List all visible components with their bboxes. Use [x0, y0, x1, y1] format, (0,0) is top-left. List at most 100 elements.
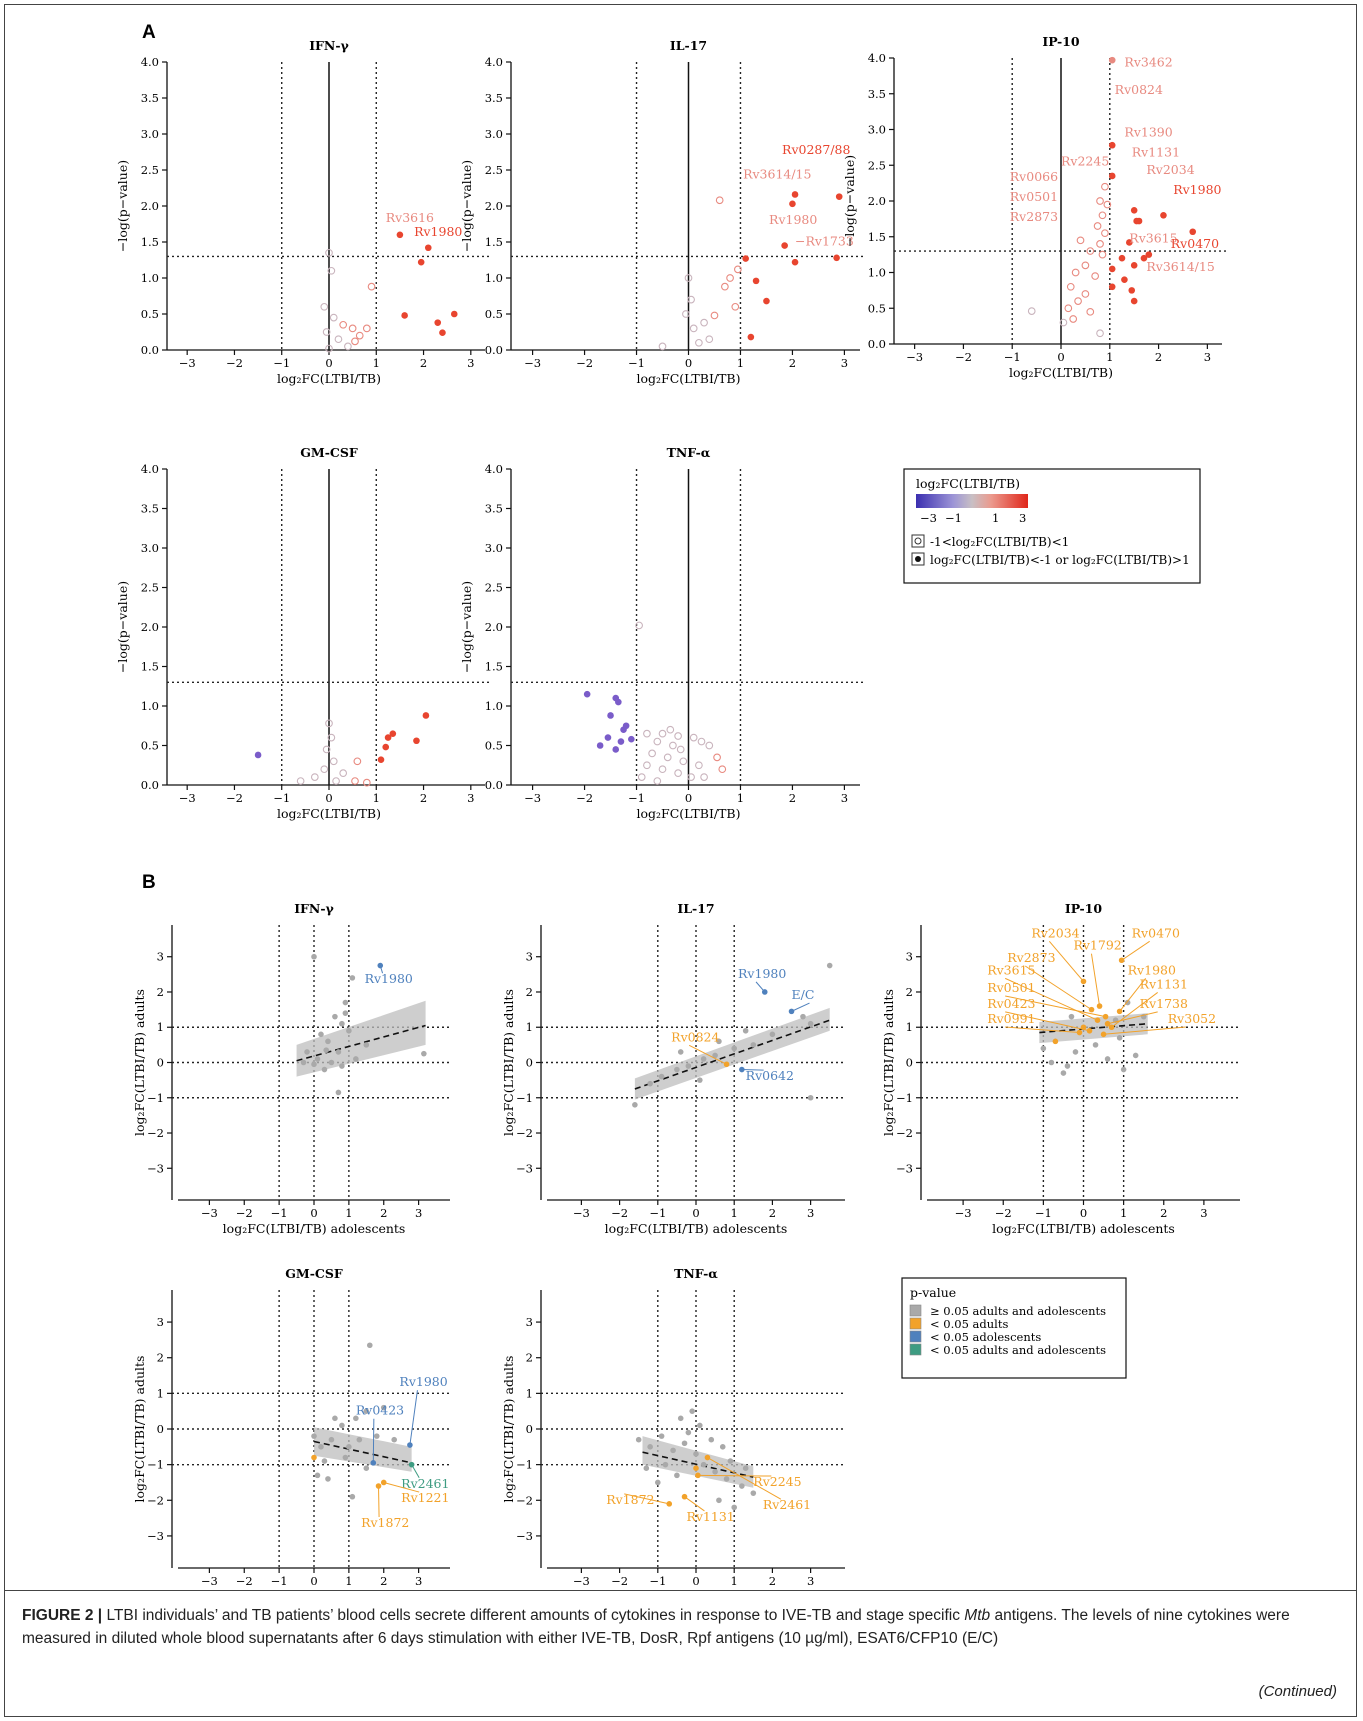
y-axis-label: log₂FC(LTBI/TB) adults: [501, 1356, 516, 1503]
data-point: [366, 1342, 373, 1349]
x-tick-label: 2: [1160, 1206, 1167, 1220]
data-point: [351, 777, 359, 785]
data-point: [401, 312, 408, 319]
y-tick-label: 3: [157, 950, 164, 964]
data-point: [1130, 206, 1138, 214]
data-point: [700, 1461, 707, 1468]
chart-title: IL-17: [670, 38, 707, 53]
data-point: [396, 231, 404, 239]
point-label: Rv2873: [1010, 209, 1058, 224]
data-point: [731, 1045, 738, 1052]
data-point: [742, 255, 749, 262]
y-tick-label: 0.0: [141, 343, 159, 357]
colorbar: [916, 494, 1028, 508]
data-point: [715, 196, 724, 205]
y-axis-label: −log(p−value): [459, 160, 474, 252]
x-tick-label: −1: [1035, 1206, 1052, 1220]
x-tick-label: 1: [1120, 1206, 1127, 1220]
caption-italic: Mtb: [964, 1607, 991, 1624]
point-label: Rv1131: [1140, 976, 1188, 991]
data-point: [1108, 283, 1116, 291]
point-label: Rv1221: [401, 1490, 449, 1505]
data-point: [335, 1049, 342, 1055]
y-tick-label: 2.0: [485, 199, 503, 213]
data-point: [708, 1436, 715, 1443]
data-point: [318, 1031, 324, 1038]
data-point: [1140, 254, 1148, 262]
x-tick-label: 2: [420, 791, 427, 805]
data-point: [1074, 297, 1082, 305]
data-point: [612, 746, 620, 753]
point-label: Rv0470: [1171, 236, 1219, 251]
legend-b-label: < 0.05 adults and adolescents: [930, 1343, 1106, 1357]
panel-label-b: B: [142, 872, 156, 893]
data-point: [726, 274, 734, 282]
x-tick-label: 3: [1200, 1206, 1207, 1220]
y-axis-label: −log(p−value): [842, 155, 857, 247]
x-tick-label: −3: [524, 791, 541, 805]
point-label: Rv2034: [1031, 925, 1079, 940]
x-tick-label: −2: [955, 350, 972, 364]
data-point: [351, 337, 359, 346]
chart-b-8: IP-10 −3 −2 −1 0 1 2 3 −3 −2 −1 0 1 2 3 log₂FC(LTBI/TB)…: [881, 901, 1240, 1236]
confidence-band: [314, 1427, 412, 1472]
data-point: [1064, 304, 1073, 313]
y-tick-label: 0: [526, 1056, 533, 1070]
x-tick-label: 2: [769, 1206, 776, 1220]
data-point: [800, 1013, 806, 1020]
chart-title: IFN-γ: [309, 38, 349, 53]
data-point: [346, 1027, 352, 1034]
x-tick-label: −2: [226, 356, 243, 370]
y-tick-label: −1: [147, 1458, 164, 1472]
data-point: [723, 1476, 730, 1482]
x-tick-label: 2: [769, 1574, 776, 1588]
regression-line: [296, 1024, 426, 1062]
data-point: [353, 1056, 359, 1062]
label-leader-line: [1005, 1011, 1090, 1032]
data-point: [356, 1436, 363, 1443]
y-tick-label: 0.5: [141, 307, 159, 321]
confidence-band: [296, 1000, 426, 1077]
label-leader-line: [688, 1044, 727, 1065]
label-leader-line: [409, 1390, 418, 1446]
point-label: Rv0642: [746, 1068, 794, 1083]
x-axis-label: log₂FC(LTBI/TB) adolescents: [992, 1221, 1175, 1236]
x-tick-label: 3: [415, 1206, 422, 1220]
data-point: [635, 621, 643, 630]
y-tick-label: 2.0: [868, 194, 886, 208]
legend-b-box: [901, 1277, 1127, 1379]
chart-a-1: IFN-γ −3 −2 −1 0 1 2 3 0.0 0.5 1.0 1.5 2.0 2.5 3.0 3.5 4…: [115, 38, 489, 386]
data-point: [687, 295, 695, 304]
data-point: [620, 726, 627, 733]
x-tick-label: −1: [649, 1206, 666, 1220]
data-point: [647, 1080, 653, 1087]
chart-title: GM-CSF: [285, 1266, 343, 1281]
figure-caption: FIGURE 2 | LTBI individuals’ and TB pati…: [22, 1604, 1340, 1650]
data-point: [1091, 272, 1100, 280]
data-point: [615, 698, 622, 706]
point-label: Rv2461: [763, 1497, 811, 1512]
x-tick-label: −3: [906, 350, 923, 364]
y-tick-label: −2: [147, 1126, 164, 1140]
data-point: [663, 753, 672, 762]
legend-filled-marker: [915, 556, 921, 562]
data-point: [335, 1089, 342, 1096]
data-point: [682, 310, 690, 318]
x-tick-label: 1: [737, 791, 744, 805]
data-point: [719, 1444, 726, 1450]
y-tick-label: 3.0: [141, 127, 159, 141]
chart-title: IFN-γ: [294, 901, 334, 916]
label-leader-line: [379, 965, 384, 974]
y-tick-label: 1: [157, 1020, 164, 1034]
point-label: Rv0423: [987, 996, 1035, 1011]
data-point: [689, 324, 698, 333]
y-tick-label: 4.0: [868, 51, 886, 65]
data-point: [311, 953, 317, 960]
data-point: [1066, 282, 1075, 291]
data-point: [339, 769, 348, 778]
data-point: [1104, 1056, 1111, 1062]
chart-a-3: IP-10 −3 −2 −1 0 1 2 3 0.0 0.5 1.0 1.5 2.0 2.5 3.0 3.5 4…: [842, 34, 1226, 380]
y-tick-label: 2: [526, 985, 533, 999]
data-point: [674, 769, 682, 778]
point-label: Rv1131: [1132, 145, 1180, 160]
